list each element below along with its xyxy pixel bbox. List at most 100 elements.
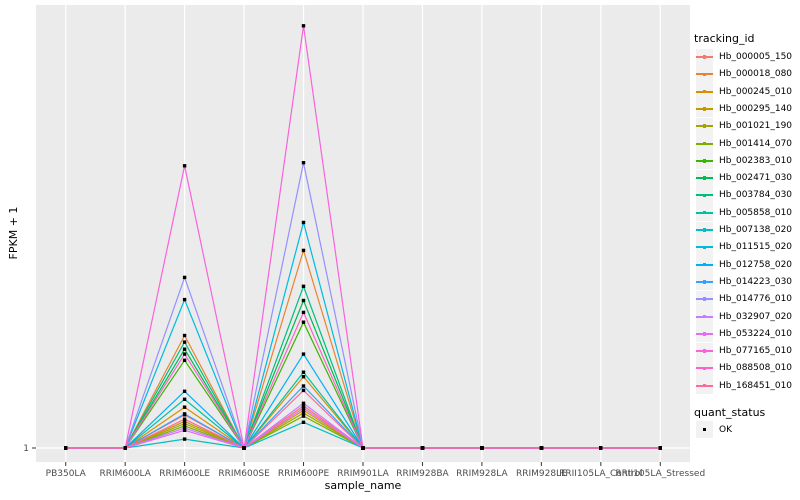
legend-entry-label: Hb_000295_140 xyxy=(719,103,793,114)
data-point-Hb_077165_010-RRIM600LE[interactable] xyxy=(182,164,187,168)
legend-point-icon xyxy=(702,193,707,198)
legend-entry-Hb_003784_030[interactable]: Hb_003784_030 xyxy=(696,186,792,204)
data-point-Hb_000245_010-RRIM600PE[interactable] xyxy=(301,375,306,379)
legend-entry-Hb_005858_010[interactable]: Hb_005858_010 xyxy=(696,204,792,222)
legend-entry-Hb_014223_030[interactable]: Hb_014223_030 xyxy=(696,273,792,291)
x-tick-label-RRIM600LA: RRIM600LA xyxy=(99,469,151,479)
legend-entry-Hb_002471_030[interactable]: Hb_002471_030 xyxy=(696,169,793,187)
x-tick-label-RRIM600LE: RRIM600LE xyxy=(159,469,210,479)
data-point-Hb_077165_010-RRIM600PE[interactable] xyxy=(301,24,306,28)
legend-entry-label: Hb_002471_030 xyxy=(719,173,793,184)
data-point-Hb_032907_020-RRIM600PE[interactable] xyxy=(301,401,306,405)
data-point-Hb_088508_010-RRIM600LE[interactable] xyxy=(182,352,187,356)
data-point-Hb_014776_010-RRIM600LE[interactable] xyxy=(182,275,187,280)
data-point-Hb_168451_010-RRIM928LE[interactable] xyxy=(539,446,544,450)
data-point-Hb_002383_010-RRIM600LE[interactable] xyxy=(182,358,187,362)
data-point-Hb_003784_030-RRIM600PE[interactable] xyxy=(301,284,306,288)
data-point-Hb_088508_010-RRIM600PE[interactable] xyxy=(301,310,306,315)
legend-entry-Hb_077165_010[interactable]: Hb_077165_010 xyxy=(696,342,793,360)
data-point-Hb_032907_020-RRIM600LE[interactable] xyxy=(182,426,187,430)
legend-key-swatch-icon xyxy=(696,238,713,256)
data-point-Hb_012758_020-RRIM600PE[interactable] xyxy=(301,352,306,356)
data-point-Hb_001414_070-RRIM600PE[interactable] xyxy=(301,414,306,418)
legend-entry-Hb_012758_020[interactable]: Hb_012758_020 xyxy=(696,256,792,274)
data-point-Hb_000245_010-RRIM600LE[interactable] xyxy=(182,405,187,409)
legend-entry-label: Hb_032907_020 xyxy=(719,311,793,322)
legend-title-tracking-id: tracking_id xyxy=(694,32,755,45)
legend-point-icon xyxy=(702,228,707,232)
data-point-Hb_005858_010-RRIM600PE[interactable] xyxy=(301,370,306,374)
legend-point-icon xyxy=(702,366,707,371)
legend-entry-Hb_000245_010[interactable]: Hb_000245_010 xyxy=(696,83,792,101)
data-point-Hb_053224_010-RRIM600PE[interactable] xyxy=(301,406,306,410)
data-point-Hb_053224_010-RRIM600LE[interactable] xyxy=(182,428,187,432)
data-point-Hb_014776_010-RRIM600PE[interactable] xyxy=(301,161,306,165)
data-point-Hb_168451_010-RRIM600SE[interactable] xyxy=(242,446,246,450)
data-point-Hb_000295_140-RRIM600PE[interactable] xyxy=(301,408,306,412)
y-axis-title: FPKM + 1 xyxy=(7,206,20,260)
data-point-Hb_001414_070-RRIM600LE[interactable] xyxy=(182,424,187,428)
data-point-Hb_003784_030-RRIM600LE[interactable] xyxy=(182,340,187,344)
legend-entry-label: Hb_000005_150 xyxy=(719,52,793,62)
legend-entry-Hb_014776_010[interactable]: Hb_014776_010 xyxy=(696,290,793,308)
legend-point-icon xyxy=(702,55,707,59)
data-point-Hb_007138_020-RRIM600PE[interactable] xyxy=(301,420,306,424)
legend-entry-Hb_000295_140[interactable]: Hb_000295_140 xyxy=(696,100,793,118)
legend-point-icon xyxy=(702,159,707,163)
data-point-Hb_002471_030-RRIM600LE[interactable] xyxy=(182,347,187,351)
data-point-Hb_002471_030-RRIM600PE[interactable] xyxy=(301,298,306,303)
data-point-Hb_168451_010-PB350LA[interactable] xyxy=(64,446,68,450)
data-point-Hb_168451_010-RRIM600LA[interactable] xyxy=(123,446,127,450)
data-point-Hb_168451_010-RRIM600LE[interactable] xyxy=(182,417,187,421)
legend-entry-Hb_011515_020[interactable]: Hb_011515_020 xyxy=(696,238,792,256)
x-tick-label-RRIM901LA: RRIM901LA xyxy=(337,469,389,479)
legend-key-swatch-icon xyxy=(696,221,713,239)
legend-entry-Hb_032907_020[interactable]: Hb_032907_020 xyxy=(696,308,792,325)
data-point-Hb_168451_010-RRIM928LA[interactable] xyxy=(480,446,484,450)
legend-entry-label: Hb_053224_010 xyxy=(719,328,793,339)
legend-entry-Hb_053224_010[interactable]: Hb_053224_010 xyxy=(696,325,793,343)
data-point-Hb_000018_080-RRIM600PE[interactable] xyxy=(301,248,306,253)
data-point-Hb_007138_020-RRIM600LE[interactable] xyxy=(182,437,187,441)
legend-key-swatch-icon xyxy=(696,135,713,152)
legend-point-icon xyxy=(702,383,707,388)
data-point-Hb_000295_140-RRIM600LE[interactable] xyxy=(182,419,187,424)
legend-entry-label: Hb_014776_010 xyxy=(719,294,793,305)
legend-entry-Hb_007138_020[interactable]: Hb_007138_020 xyxy=(696,221,792,239)
legend-key-swatch-icon xyxy=(696,325,713,343)
data-point-Hb_014223_030-RRIM600LE[interactable] xyxy=(182,412,187,416)
data-point-Hb_014223_030-RRIM600PE[interactable] xyxy=(301,384,306,388)
legend-entry-Hb_001021_190[interactable]: Hb_001021_190 xyxy=(696,117,792,135)
legend-entry-Hb_000005_150[interactable]: Hb_000005_150 xyxy=(696,48,793,66)
data-point-Hb_012758_020-RRIM600LE[interactable] xyxy=(182,389,187,393)
legend-entry-Hb_168451_010[interactable]: Hb_168451_010 xyxy=(696,377,792,395)
legend-entry-Hb_000018_080[interactable]: Hb_000018_080 xyxy=(696,65,792,83)
legend-entry-Hb_001414_070[interactable]: Hb_001414_070 xyxy=(696,135,792,152)
legend-point-icon xyxy=(702,245,707,250)
data-point-Hb_168451_010-RRIM928BA[interactable] xyxy=(420,446,425,450)
data-point-Hb_168451_010-RRIM901LA[interactable] xyxy=(361,446,365,450)
data-point-Hb_168451_010-RRII105LA_Control[interactable] xyxy=(599,446,603,450)
data-point-Hb_168451_010-RRIM600PE[interactable] xyxy=(301,388,306,393)
legend-key-swatch-icon xyxy=(696,204,713,222)
legend-key-swatch-icon xyxy=(696,65,713,83)
legend-entry-label: Hb_002383_010 xyxy=(719,155,793,166)
data-point-Hb_168451_010-RRII105LA_Stressed[interactable] xyxy=(658,446,662,450)
data-point-Hb_000005_150-RRIM600PE[interactable] xyxy=(301,404,306,408)
legend-entry-Hb_088508_010[interactable]: Hb_088508_010 xyxy=(696,359,793,377)
data-point-Hb_000018_080-RRIM600LE[interactable] xyxy=(182,333,187,338)
data-point-Hb_002383_010-RRIM600PE[interactable] xyxy=(301,320,306,324)
legend-entry-label: Hb_077165_010 xyxy=(719,346,793,357)
data-point-Hb_011515_020-RRIM600LE[interactable] xyxy=(182,297,187,302)
legend-key-swatch-icon xyxy=(696,421,713,438)
data-point-Hb_011515_020-RRIM600PE[interactable] xyxy=(301,220,306,225)
legend-entry-quant-OK[interactable]: OK xyxy=(696,421,732,438)
legend-key-swatch-icon xyxy=(696,308,713,325)
data-point-Hb_001021_190-RRIM600LE[interactable] xyxy=(182,421,187,426)
legend-entry-Hb_002383_010[interactable]: Hb_002383_010 xyxy=(696,152,793,170)
data-point-Hb_005858_010-RRIM600LE[interactable] xyxy=(182,397,187,401)
x-tick-label-RRII105LA_Stressed: RRII105LA_Stressed xyxy=(615,469,705,479)
legend-entry-label: Hb_088508_010 xyxy=(719,363,793,374)
data-point-Hb_001021_190-RRIM600PE[interactable] xyxy=(301,411,306,415)
